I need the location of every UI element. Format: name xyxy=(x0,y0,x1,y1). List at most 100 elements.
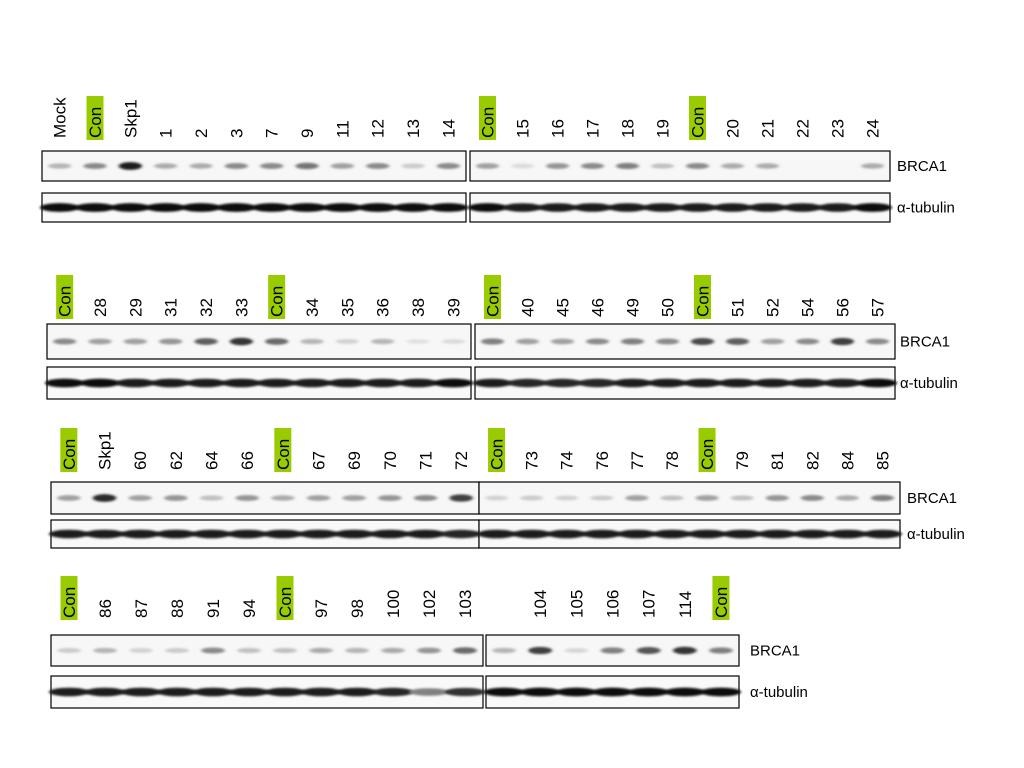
blot-row-4: Con 86 87 88 91 94 Con 97 98 100 102 103 104 105 106 10… xyxy=(48,576,808,709)
svg-text:62: 62 xyxy=(167,451,186,470)
tubulin-label: α-tubulin xyxy=(900,375,958,392)
brca1-band xyxy=(53,338,77,345)
svg-text:67: 67 xyxy=(310,451,329,470)
control-lane-label: Con xyxy=(276,576,295,620)
svg-text:15: 15 xyxy=(514,119,533,138)
lane-label: 15 xyxy=(514,119,533,138)
tubulin-label: α-tubulin xyxy=(907,526,965,543)
svg-text:106: 106 xyxy=(604,590,623,618)
brca1-blot xyxy=(485,634,740,667)
svg-text:40: 40 xyxy=(519,298,538,317)
tubulin-band xyxy=(582,529,622,539)
tubulin-label: α-tubulin xyxy=(750,684,808,701)
tubulin-band xyxy=(372,687,414,697)
lane-label: 12 xyxy=(369,119,388,138)
tubulin-band xyxy=(362,378,403,388)
brca1-blot xyxy=(474,323,896,360)
svg-text:85: 85 xyxy=(873,451,892,470)
lane-label: 72 xyxy=(452,451,471,470)
lane-label: 86 xyxy=(96,599,115,618)
tubulin-band xyxy=(80,378,120,388)
brca1-band xyxy=(330,163,354,169)
svg-text:32: 32 xyxy=(197,298,216,317)
tubulin-band xyxy=(39,203,80,212)
blot-panel-4-2: 104 105 106 107 114 Con xyxy=(483,576,742,709)
svg-text:Con: Con xyxy=(484,286,503,317)
lane-label: 14 xyxy=(439,119,458,138)
brca1-band xyxy=(795,338,820,345)
svg-text:73: 73 xyxy=(523,451,542,470)
svg-text:18: 18 xyxy=(619,119,638,138)
control-lane-label: Con xyxy=(712,576,731,620)
lane-label: 11 xyxy=(333,120,352,138)
lane-label: 16 xyxy=(549,119,568,138)
brca1-band xyxy=(224,162,248,170)
brca1-band xyxy=(48,163,72,169)
svg-text:9: 9 xyxy=(298,129,317,138)
brca1-band xyxy=(273,647,297,654)
tubulin-band xyxy=(700,687,742,697)
blot-panel-4-1: Con 86 87 88 91 94 Con 97 98 100 102 103 xyxy=(48,576,486,709)
tubulin-band xyxy=(647,378,688,388)
brca1-band xyxy=(650,163,675,169)
svg-text:54: 54 xyxy=(799,298,818,317)
tubulin-band xyxy=(722,529,762,539)
tubulin-band xyxy=(120,529,161,539)
control-lane-label: Con xyxy=(488,428,507,472)
tubulin-band xyxy=(155,529,196,539)
brca1-band xyxy=(730,495,754,501)
tubulin-band xyxy=(115,378,156,388)
svg-text:103: 103 xyxy=(456,590,475,618)
lane-label: 34 xyxy=(303,298,322,317)
blot-row-2: Con 28 29 31 32 33 Con 34 35 36 38 39 Con 40 45 46 49 50 C… xyxy=(44,275,958,400)
brca1-band xyxy=(335,339,359,344)
tubulin-band xyxy=(592,687,633,697)
svg-text:56: 56 xyxy=(834,298,853,317)
lane-label: 51 xyxy=(729,298,748,317)
tubulin-band xyxy=(476,529,517,539)
brca1-blot xyxy=(50,634,484,667)
brca1-band xyxy=(580,162,605,170)
tubulin-band xyxy=(519,687,561,697)
brca1-band xyxy=(672,646,697,655)
svg-text:100: 100 xyxy=(384,590,403,618)
tubulin-band xyxy=(507,378,548,388)
tubulin-band xyxy=(547,529,587,539)
tubulin-band xyxy=(428,203,469,212)
tubulin-band xyxy=(191,529,232,539)
lane-label: 114 xyxy=(676,591,695,618)
brca1-band xyxy=(695,495,719,501)
lane-label: 40 xyxy=(519,298,538,317)
lane-label: 56 xyxy=(834,298,853,317)
svg-text:34: 34 xyxy=(303,298,322,317)
tubulin-band xyxy=(628,687,669,697)
lane-label: 54 xyxy=(799,298,818,317)
brca1-band xyxy=(860,163,885,169)
lane-label: 33 xyxy=(232,298,251,317)
brca1-band xyxy=(636,647,661,654)
tubulin-band xyxy=(817,203,858,212)
svg-text:38: 38 xyxy=(409,298,428,317)
tubulin-band xyxy=(84,687,126,697)
brca1-band xyxy=(401,163,425,169)
tubulin-band xyxy=(398,378,438,388)
brca1-band xyxy=(345,647,369,654)
svg-text:Con: Con xyxy=(60,439,79,470)
tubulin-band xyxy=(221,378,262,388)
brca1-band xyxy=(585,338,610,345)
svg-text:36: 36 xyxy=(374,298,393,317)
brca1-band xyxy=(449,494,473,502)
lane-label: 70 xyxy=(381,451,400,470)
lane-label: 17 xyxy=(584,119,603,138)
brca1-band xyxy=(436,162,460,170)
svg-text:Con: Con xyxy=(276,587,295,618)
tubulin-band xyxy=(556,687,597,697)
brca1-band xyxy=(271,495,295,501)
svg-text:Skp1: Skp1 xyxy=(96,431,115,470)
lane-label: 13 xyxy=(404,119,423,138)
lane-label: 29 xyxy=(126,298,145,317)
svg-text:3: 3 xyxy=(227,129,246,138)
svg-text:12: 12 xyxy=(369,119,388,138)
svg-text:Con: Con xyxy=(689,107,708,138)
svg-text:70: 70 xyxy=(381,451,400,470)
